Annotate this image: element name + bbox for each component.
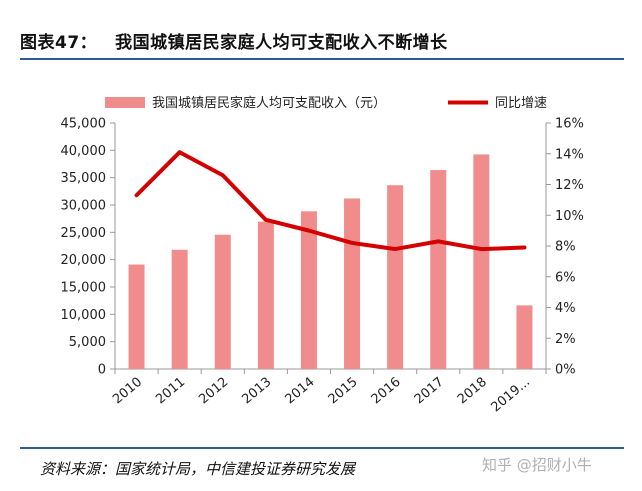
bar-2017: [430, 170, 447, 369]
bar-series: [128, 154, 533, 369]
bar-2014: [300, 211, 317, 369]
x-tick-label: 2011: [153, 375, 188, 408]
legend-label-bar: 我国城镇居民家庭人均可支配收入（元）: [152, 95, 386, 111]
bar-2012: [214, 234, 231, 369]
x-tick-label: 2015: [326, 375, 361, 408]
chart-legend: 我国城镇居民家庭人均可支配收入（元） 同比增速: [105, 95, 547, 111]
bar-2018: [473, 154, 490, 369]
y-left-tick-label: 30,000: [61, 199, 107, 214]
growth-point-2011: [179, 151, 181, 153]
source-note: 资料来源：国家统计局，中信建投证券研究发展: [40, 460, 356, 478]
line-series: [134, 150, 527, 252]
growth-point-2019...: [523, 247, 525, 249]
bar-2010: [128, 264, 145, 369]
y-left-tick-label: 10,000: [61, 308, 107, 323]
chart-axes: 0 5,000 10,000 15,000 20,000 25,000 30,000 35,0…: [61, 117, 584, 378]
growth-point-2013: [265, 219, 267, 221]
legend-label-line: 同比增速: [495, 96, 547, 111]
x-tick-label: 2014: [283, 375, 318, 408]
y-left-tick-label: 35,000: [61, 171, 107, 186]
growth-point-2014: [308, 230, 310, 232]
x-tick-label: 2016: [369, 375, 404, 408]
y-left-tick-label: 20,000: [61, 253, 107, 268]
y-right-tick-label: 0%: [555, 363, 576, 378]
growth-point-2018: [480, 248, 482, 250]
y-right-tick-label: 6%: [555, 270, 576, 285]
bar-2019...: [516, 305, 533, 369]
bar-2011: [171, 249, 188, 369]
growth-point-2015: [351, 242, 353, 244]
x-tick-label: 2018: [455, 375, 490, 408]
figure-title-text: 我国城镇居民家庭人均可支配收入不断增长: [115, 33, 448, 53]
growth-point-2010: [136, 194, 138, 196]
x-tick-label: 2010: [110, 375, 145, 408]
y-right-tick-label: 10%: [555, 209, 584, 224]
x-tick-label: 2012: [196, 375, 231, 408]
figure-label: 图表47：: [20, 33, 98, 53]
y-left-tick-label: 40,000: [61, 144, 107, 159]
figure-title: 图表47： 我国城镇居民家庭人均可支配收入不断增长: [20, 28, 448, 53]
growth-point-2017: [437, 240, 439, 242]
x-tick-label: 2017: [412, 375, 447, 408]
bar-2016: [387, 185, 404, 369]
y-right-tick-label: 14%: [555, 147, 584, 162]
y-left-tick-label: 5,000: [69, 335, 106, 350]
title-divider: [20, 58, 624, 60]
growth-point-2016: [394, 248, 396, 250]
y-left-tick-label: 0: [98, 363, 106, 378]
y-right-tick-label: 4%: [555, 301, 576, 316]
y-left-tick-label: 15,000: [61, 281, 107, 296]
growth-point-2012: [222, 174, 224, 176]
y-right-tick-label: 8%: [555, 240, 576, 255]
y-left-tick-label: 45,000: [61, 117, 107, 132]
x-tick-label: 2019...: [489, 375, 533, 416]
bar-2015: [344, 198, 361, 369]
y-left-tick-label: 25,000: [61, 226, 107, 241]
x-tick-labels: 2010 2011 2012 2013 2014 2015 2016 2017 20182019…: [110, 375, 533, 416]
y-right-tick-label: 2%: [555, 332, 576, 347]
legend-swatch-bar: [105, 97, 145, 108]
watermark: 知乎 @招财小牛: [482, 456, 592, 474]
footer-divider: [20, 447, 624, 449]
bar-2013: [257, 221, 274, 369]
growth-rate-line: [134, 150, 527, 252]
y-right-tick-label: 16%: [555, 117, 584, 132]
y-right-tick-label: 12%: [555, 178, 584, 193]
x-tick-label: 2013: [239, 375, 274, 408]
